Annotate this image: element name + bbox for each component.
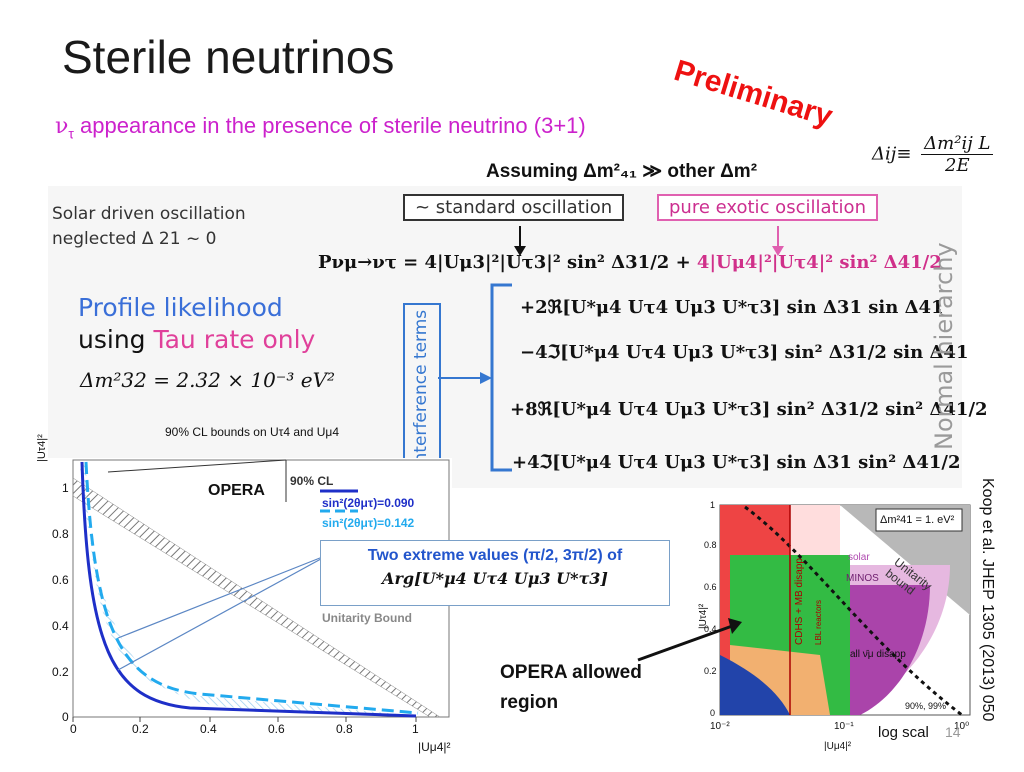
ref-xlabel: |Uμ4|² [824, 741, 852, 752]
callout-line-2: Arg[U*μ4 Uτ4 Uμ3 U*τ3] [382, 569, 608, 588]
delta-numerator: Δm²ij L [921, 133, 994, 155]
opera-cl: 90% CL [290, 474, 334, 488]
nu-symbol: ν [55, 114, 69, 139]
delta-fraction: Δm²ij L 2E [921, 133, 994, 176]
opera-ytick-0: 0 [62, 710, 69, 724]
opera-ytick-2: 0.4 [52, 619, 69, 633]
opera-ytick-3: 0.6 [52, 573, 69, 587]
opera-ytick-4: 0.8 [52, 527, 69, 541]
ref-minos-label: MINOS [846, 573, 879, 584]
opera-xtick-5: 1 [412, 722, 419, 736]
ref-xtick-1: 10⁻¹ [834, 721, 854, 732]
equation-line-2: +2ℜ[U*μ4 Uτ4 Uμ3 U*τ3] sin Δ31 sin Δ41 [520, 297, 944, 318]
opera-xlabel: |Uμ4|² [418, 740, 451, 754]
ref-ninety-label: 90%, 99% [905, 701, 947, 711]
interference-label: interference terms [411, 309, 431, 469]
solar-note: Solar driven oscillation neglected Δ 21 … [52, 202, 246, 252]
ref-ytick-2: 0.4 [704, 624, 717, 634]
reference-plot-svg [719, 504, 971, 717]
opera-legend-2: sin²(2θμτ)=0.142 [322, 516, 415, 530]
cl-bounds-note: 90% CL bounds on Uτ4 and Uμ4 [165, 425, 339, 439]
koop-reference-text: Koop et al. JHEP 1305 (2013) 050 [979, 478, 996, 722]
dm32-value: Δm²32 = 2.32 × 10⁻³ eV² [80, 368, 336, 392]
log-scale-note: log scal [878, 724, 929, 741]
equation-line-1: Pνμ→ντ = 4|Uμ3|²|Uτ3|² sin² Δ31/2 + 4|Uμ… [318, 252, 942, 273]
exotic-oscillation-box: pure exotic oscillation [657, 194, 878, 221]
extreme-values-callout: Two extreme values (π/2, 3π/2) of Arg[U*… [320, 540, 670, 606]
profile-tau: Tau rate only [153, 325, 316, 354]
dm41-label: Δm²41 = 1. eV² [880, 514, 955, 526]
profile-line-1: Profile likelihood [78, 293, 283, 322]
opera-xtick-4: 0.8 [336, 722, 353, 736]
ref-ytick-5: 1 [710, 500, 716, 510]
equation-line-4: +8ℜ[U*μ4 Uτ4 Uμ3 U*τ3] sin² Δ31/2 sin² Δ… [510, 399, 988, 420]
opera-allowed-label: OPERA allowed region [500, 658, 680, 718]
delta-lhs: Δij≡ [872, 143, 912, 165]
ref-ytick-3: 0.6 [704, 582, 717, 592]
profile-using: using [78, 325, 154, 354]
opera-unitarity-label: Unitarity Bound [322, 611, 412, 625]
opera-plot-svg [72, 459, 450, 722]
opera-ytick-5: 1 [62, 481, 69, 495]
ref-xtick-0: 10⁻² [710, 721, 730, 732]
ref-all-disapp-label: all ν̄μ disapp [850, 649, 906, 660]
solar-line-2: neglected Δ 21 ~ 0 [52, 229, 217, 249]
standard-oscillation-box: ~ standard oscillation [403, 194, 625, 221]
opera-ytick-1: 0.2 [52, 665, 69, 679]
normal-hierarchy-text: Normal hierarchy [930, 242, 958, 450]
reference-plot: Δm²41 = 1. eV² Unitarity bound solar MIN… [698, 495, 972, 767]
slide-title: Sterile neutrinos [62, 31, 395, 83]
opera-plot: OPERA 90% CL sin²(2θμτ)=0.090 sin²(2θμτ)… [36, 434, 452, 758]
tau-subscript: τ [68, 125, 74, 142]
equation-line-5: +4ℑ[U*μ4 Uτ4 Uμ3 U*τ3] sin Δ31 sin² Δ41/… [512, 452, 961, 473]
assumption-text: Assuming Δm²₄₁ ≫ other Δm² [486, 161, 758, 182]
ref-ytick-4: 0.8 [704, 540, 717, 550]
opera-xtick-1: 0.2 [132, 722, 149, 736]
solar-line-1: Solar driven oscillation [52, 204, 246, 224]
opera-ylabel: |Uτ4|² [36, 434, 48, 462]
slide-subtitle: ντ appearance in the presence of sterile… [55, 113, 586, 141]
delta-definition: Δij≡ Δm²ij L 2E [872, 133, 994, 176]
callout-line-1: Two extreme values (π/2, 3π/2) of [367, 547, 623, 564]
delta-denominator: 2E [945, 155, 970, 176]
formula-panel [48, 186, 962, 488]
subtitle-text: appearance in the presence of sterile ne… [73, 113, 586, 138]
opera-allowed-line-1: OPERA allowed [500, 662, 642, 683]
ref-xtick-2: 10⁰ [954, 721, 970, 732]
profile-line-2: using Tau rate only [78, 324, 315, 356]
equation-line-1-black: Pνμ→ντ = 4|Uμ3|²|Uτ3|² sin² Δ31/2 + [318, 252, 697, 273]
profile-likelihood-note: Profile likelihood using Tau rate only [78, 292, 315, 356]
ref-lbl-label: LBL reactors [814, 599, 823, 645]
opera-legend-1: sin²(2θμτ)=0.090 [322, 496, 415, 510]
ref-ytick-0: 0 [710, 708, 716, 718]
opera-name: OPERA [208, 482, 265, 499]
equation-line-1-pink: 4|Uμ4|²|Uτ4|² sin² Δ41/2 [696, 252, 942, 273]
opera-xtick-0: 0 [70, 722, 77, 736]
ref-solar-label: solar [848, 552, 870, 563]
ref-ytick-1: 0.2 [704, 666, 717, 676]
equation-line-3: −4ℑ[U*μ4 Uτ4 Uμ3 U*τ3] sin² Δ31/2 sin Δ4… [520, 342, 969, 363]
ref-cdhs-label: CDHS + MB disapp [794, 558, 805, 645]
page-number: 14 [945, 724, 961, 740]
opera-xtick-3: 0.6 [268, 722, 285, 736]
opera-xtick-2: 0.4 [200, 722, 217, 736]
opera-allowed-line-2: region [500, 692, 559, 713]
